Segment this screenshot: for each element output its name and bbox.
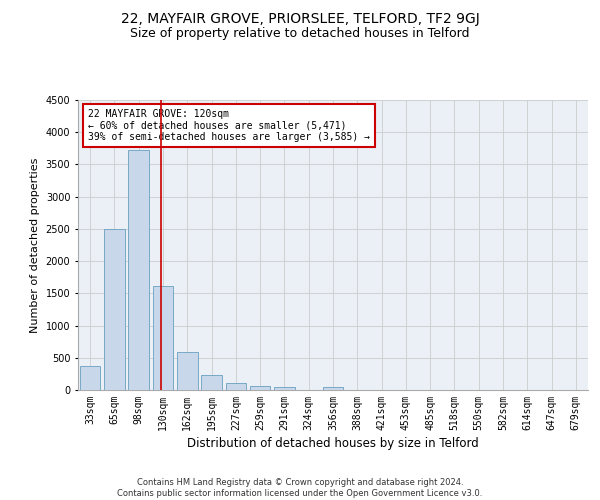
Bar xyxy=(152,286,173,390)
Bar xyxy=(104,229,125,390)
Text: Size of property relative to detached houses in Telford: Size of property relative to detached ho… xyxy=(130,28,470,40)
X-axis label: Distribution of detached houses by size in Telford: Distribution of detached houses by size … xyxy=(187,437,479,450)
Bar xyxy=(201,375,222,390)
Text: Contains HM Land Registry data © Crown copyright and database right 2024.
Contai: Contains HM Land Registry data © Crown c… xyxy=(118,478,482,498)
Bar xyxy=(80,366,100,390)
Text: 22 MAYFAIR GROVE: 120sqm
← 60% of detached houses are smaller (5,471)
39% of sem: 22 MAYFAIR GROVE: 120sqm ← 60% of detach… xyxy=(88,108,370,142)
Bar xyxy=(274,388,295,390)
Bar xyxy=(128,150,149,390)
Bar xyxy=(323,387,343,390)
Bar xyxy=(250,386,271,390)
Y-axis label: Number of detached properties: Number of detached properties xyxy=(30,158,40,332)
Text: 22, MAYFAIR GROVE, PRIORSLEE, TELFORD, TF2 9GJ: 22, MAYFAIR GROVE, PRIORSLEE, TELFORD, T… xyxy=(121,12,479,26)
Bar xyxy=(226,383,246,390)
Bar xyxy=(177,352,197,390)
